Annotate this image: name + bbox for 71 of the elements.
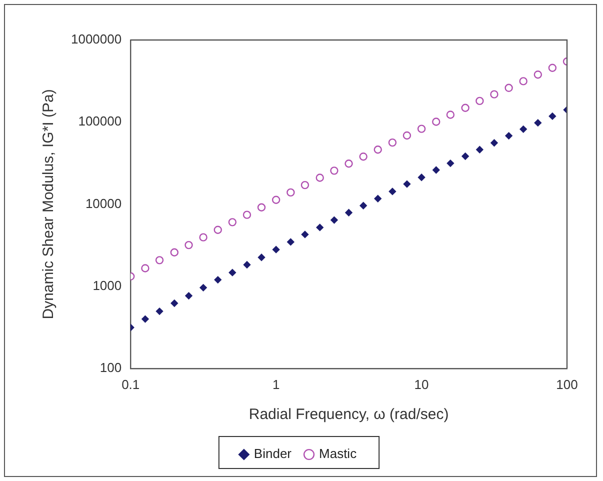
point: [257, 203, 266, 212]
point: [359, 152, 368, 161]
point: [504, 84, 513, 92]
x-tick-label: 10: [414, 376, 429, 392]
point: [505, 132, 512, 140]
point: [534, 70, 542, 79]
point: [548, 64, 557, 72]
point: [374, 146, 382, 154]
point: [286, 188, 295, 197]
point: [228, 268, 236, 276]
point: [316, 224, 324, 232]
point: [490, 90, 498, 98]
point: [388, 188, 396, 196]
point: [446, 110, 455, 119]
y-tick-label: 1000: [92, 278, 122, 293]
point: [462, 152, 469, 160]
point: [258, 254, 266, 261]
point: [534, 119, 542, 126]
point: [184, 240, 193, 250]
point: [432, 166, 440, 174]
point: [476, 96, 484, 106]
point: [374, 195, 382, 202]
point: [490, 139, 498, 146]
point: [214, 276, 222, 284]
y-tick-label: 100: [100, 360, 122, 375]
point: [185, 292, 192, 300]
point: [170, 300, 178, 307]
point: [520, 126, 527, 133]
point: [519, 77, 528, 86]
x-axis-title: Radial Frequency, ω (rad/sec): [248, 406, 449, 424]
point: [402, 131, 412, 140]
point: [403, 180, 411, 188]
point: [360, 202, 367, 210]
y-tick-label: 1000000: [70, 32, 122, 47]
point: [388, 138, 397, 147]
y-tick-label: 10000: [85, 196, 122, 211]
point: [345, 209, 352, 216]
y-axis-title: Dynamic Shear Modulus, IG*I (Pa): [40, 89, 58, 320]
x-tick-label: 100: [556, 376, 578, 392]
point: [272, 246, 280, 254]
point: [418, 174, 426, 182]
point: [300, 180, 310, 190]
point: [330, 166, 338, 175]
y-tick-label: 100000: [78, 114, 122, 129]
point: [200, 284, 207, 292]
point: [142, 315, 149, 323]
point: [417, 124, 426, 133]
x-tick-label: 1: [272, 376, 280, 392]
point: [461, 104, 470, 112]
point: [301, 230, 309, 238]
point: [316, 174, 324, 182]
point: [287, 238, 294, 246]
x-tick-label: 0.1: [122, 376, 140, 392]
point: [214, 226, 222, 234]
legend-label: Binder: [254, 446, 292, 462]
legend-label: Mastic: [319, 446, 358, 462]
point: [199, 233, 208, 242]
point: [228, 218, 237, 226]
point: [330, 216, 338, 224]
point: [432, 118, 440, 126]
point: [272, 196, 280, 204]
point: [548, 112, 556, 120]
point: [446, 160, 454, 167]
point: [156, 308, 164, 315]
point: [243, 261, 251, 268]
point: [170, 248, 178, 256]
point: [476, 146, 484, 154]
point: [344, 160, 353, 168]
point: [141, 264, 150, 272]
point: [242, 210, 252, 219]
point: [155, 256, 164, 264]
